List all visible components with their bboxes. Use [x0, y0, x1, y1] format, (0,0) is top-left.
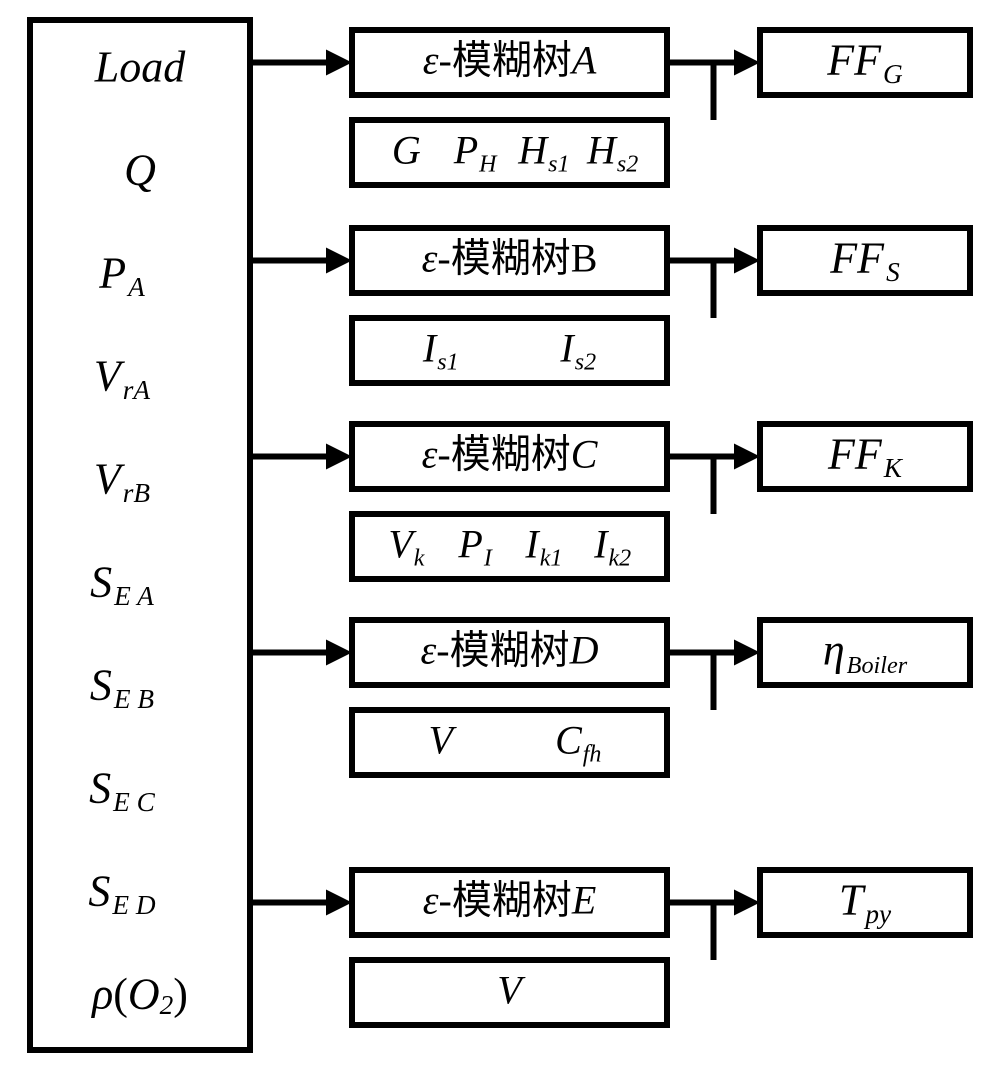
arrow-input-to-tree-2-head: [326, 444, 352, 470]
arrow-tree-to-output-1-head: [734, 248, 760, 274]
arrow-tree-to-output-3-head: [734, 640, 760, 666]
arrow-input-to-tree-3-head: [326, 640, 352, 666]
arrow-input-to-tree-0-head: [326, 50, 352, 76]
arrow-tree-to-output-2-head: [734, 444, 760, 470]
tree-label-3: ε-模糊树D: [421, 628, 599, 673]
tree-label-2: ε-模糊树C: [422, 432, 599, 477]
input-item: ρ(O2): [90, 970, 188, 1021]
param-box-3: [352, 710, 667, 775]
param-0-0: G: [392, 128, 421, 173]
arrow-tree-to-output-0-head: [734, 50, 760, 76]
arrow-tree-to-output-4-head: [734, 890, 760, 916]
tree-label-0: ε-模糊树A: [423, 38, 597, 83]
tree-label-1: ε-模糊树B: [422, 236, 598, 281]
input-item: Q: [124, 146, 156, 195]
tree-label-4: ε-模糊树E: [423, 878, 597, 923]
param-box-1: [352, 318, 667, 383]
input-item: Load: [94, 43, 186, 92]
arrow-input-to-tree-4-head: [326, 890, 352, 916]
arrow-input-to-tree-1-head: [326, 248, 352, 274]
